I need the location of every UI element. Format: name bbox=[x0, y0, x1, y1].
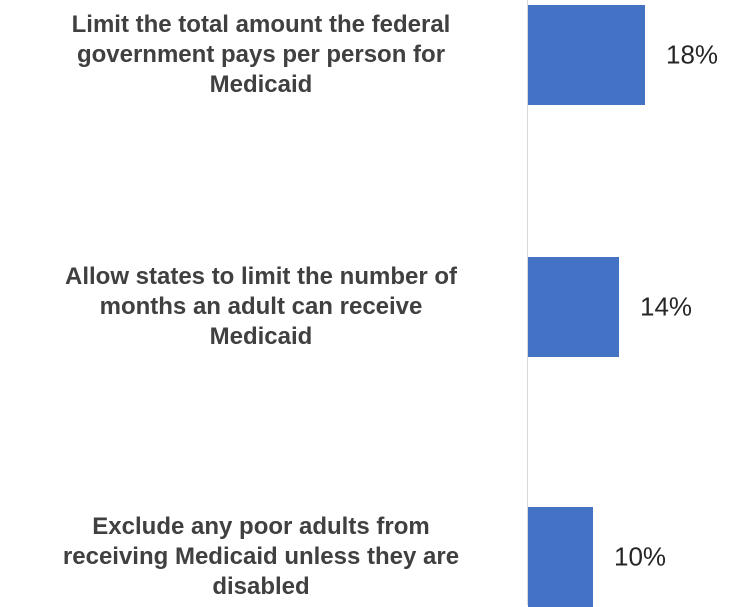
bar bbox=[528, 257, 619, 357]
bar bbox=[528, 5, 645, 105]
category-label: Exclude any poor adults from receiving Me… bbox=[62, 513, 460, 600]
bar bbox=[528, 507, 593, 607]
category-axis-line bbox=[527, 0, 528, 605]
category-label: Limit the total amount the federal govern… bbox=[71, 11, 451, 98]
data-label: 14% bbox=[640, 291, 693, 322]
data-label: 18% bbox=[666, 39, 719, 70]
category-label: Allow states to limit the number of month… bbox=[64, 263, 458, 350]
data-label: 10% bbox=[614, 541, 667, 572]
